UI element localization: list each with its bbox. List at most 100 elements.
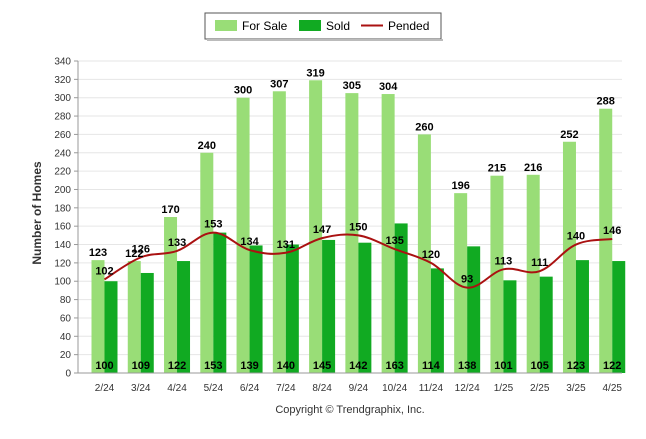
pended-value-label: 147 (313, 224, 331, 236)
for-sale-value-label: 123 (89, 247, 107, 259)
x-tick-label: 8/24 (312, 383, 332, 394)
x-tick-label: 3/25 (566, 383, 586, 394)
for-sale-value-label: 305 (343, 80, 361, 92)
y-tick-label: 140 (54, 240, 71, 251)
y-tick-label: 180 (54, 203, 71, 214)
x-tick-label: 4/24 (167, 383, 187, 394)
legend-label-sold: Sold (326, 19, 350, 33)
pended-value-label: 93 (461, 274, 473, 286)
sold-value-label: 123 (567, 360, 585, 372)
y-tick-label: 40 (60, 332, 72, 343)
for-sale-value-label: 300 (234, 85, 252, 97)
pended-value-label: 153 (204, 219, 222, 231)
pended-value-label: 113 (495, 255, 513, 267)
for-sale-value-label: 196 (451, 180, 469, 192)
bar-sold (539, 276, 553, 373)
sold-value-label: 140 (277, 360, 295, 372)
y-tick-label: 320 (54, 75, 71, 86)
for-sale-value-label: 122 (125, 248, 143, 260)
bar-sold (213, 232, 227, 373)
x-tick-label: 12/24 (455, 383, 480, 394)
for-sale-value-label: 215 (488, 163, 506, 175)
bar-sold (358, 242, 372, 373)
legend-swatch-sold (299, 20, 321, 31)
pended-value-label: 102 (95, 265, 113, 277)
sold-value-label: 109 (132, 360, 150, 372)
x-tick-label: 5/24 (204, 383, 224, 394)
sold-value-label: 139 (240, 360, 258, 372)
bars (91, 80, 626, 374)
pended-value-label: 134 (240, 236, 259, 248)
y-tick-label: 60 (60, 313, 72, 324)
sold-value-label: 101 (494, 360, 512, 372)
legend-swatch-for-sale (215, 20, 237, 31)
bar-for-sale (599, 108, 613, 373)
pended-value-label: 135 (385, 235, 403, 247)
bar-for-sale (236, 97, 250, 374)
x-tick-label: 4/25 (602, 383, 622, 394)
legend-label-for-sale: For Sale (242, 19, 288, 33)
legend-shadow (207, 39, 443, 41)
bar-sold (140, 272, 154, 373)
bar-sold (177, 261, 191, 373)
bar-for-sale (526, 174, 540, 373)
for-sale-value-label: 288 (597, 96, 615, 108)
bar-for-sale (91, 260, 105, 373)
bar-for-sale (309, 80, 323, 373)
y-tick-label: 300 (54, 93, 71, 104)
bar-sold (249, 245, 263, 373)
sold-value-label: 142 (349, 360, 367, 372)
bar-sold (467, 246, 481, 373)
pended-value-label: 126 (132, 243, 150, 255)
sold-value-label: 138 (458, 360, 476, 372)
x-tick-label: 1/25 (494, 383, 514, 394)
copyright-text: Copyright © Trendgraphix, Inc. (275, 404, 424, 416)
y-tick-label: 280 (54, 112, 71, 123)
for-sale-value-label: 216 (524, 162, 542, 174)
y-tick-label: 20 (60, 350, 72, 361)
bar-for-sale (490, 175, 504, 373)
bar-for-sale (272, 91, 286, 374)
y-tick-label: 0 (65, 369, 71, 380)
bar-for-sale (345, 93, 359, 373)
sold-value-label: 122 (168, 360, 186, 372)
sold-value-label: 105 (531, 360, 549, 372)
bar-sold (575, 260, 589, 373)
x-axis: 2/24 3/24 4/24 5/24 6/24 7/24 8/24 9/24 10/24 11/… (78, 372, 622, 394)
x-tick-label: 11/24 (419, 383, 444, 394)
bar-sold (104, 281, 118, 373)
pended-value-label: 146 (603, 225, 621, 237)
legend-box (204, 12, 442, 40)
bar-for-sale (127, 261, 141, 373)
for-sale-value-label: 260 (415, 121, 433, 133)
legend-label-pended: Pended (388, 19, 429, 33)
for-sale-value-label: 170 (161, 204, 179, 216)
y-axis-title: Number of Homes (30, 161, 44, 265)
bar-for-sale (417, 134, 431, 373)
bar-for-sale (381, 94, 395, 374)
y-tick-label: 220 (54, 167, 71, 178)
y-tick-label: 100 (54, 277, 71, 288)
x-tick-label: 7/24 (276, 383, 296, 394)
bar-sold (322, 239, 336, 373)
pended-value-label: 133 (168, 237, 186, 249)
sold-value-label: 122 (603, 360, 621, 372)
for-sale-value-label: 240 (198, 140, 216, 152)
bar-sold (285, 244, 299, 373)
x-tick-label: 2/24 (95, 383, 115, 394)
sold-value-label: 114 (422, 360, 441, 372)
for-sale-value-label: 307 (270, 78, 288, 90)
y-axis: 0 20 40 60 80 100 120 140 160 180 200 220 240 260 280 3… (54, 57, 79, 380)
x-tick-label: 9/24 (349, 383, 369, 394)
pended-value-label: 120 (422, 249, 440, 261)
pended-value-label: 131 (277, 239, 295, 251)
pended-value-label: 150 (349, 221, 367, 233)
pended-line (103, 231, 613, 289)
y-tick-label: 120 (54, 258, 71, 269)
legend: For Sale Sold Pended (204, 12, 443, 41)
bar-for-sale (454, 193, 468, 373)
y-tick-label: 240 (54, 148, 71, 159)
pended-value-label: 140 (567, 231, 585, 243)
pended-value-label: 111 (531, 257, 548, 269)
